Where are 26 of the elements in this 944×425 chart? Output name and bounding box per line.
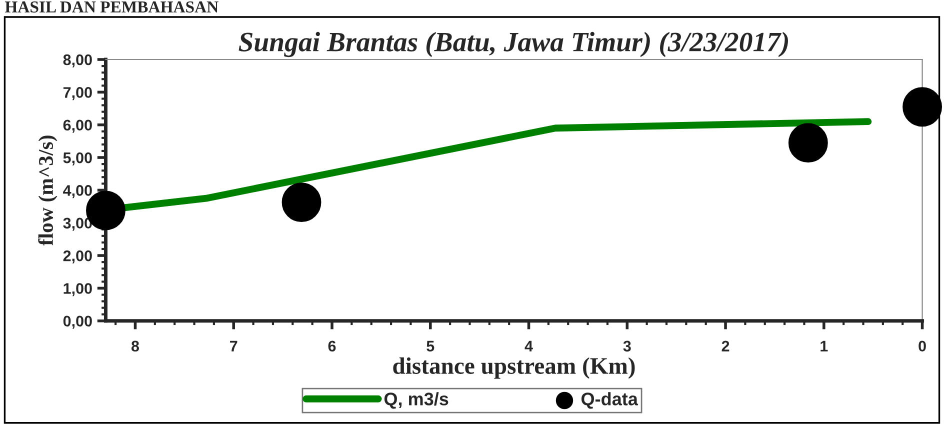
y-tick-label: 6,00 [63, 120, 92, 133]
y-tick-label: 2,00 [63, 250, 92, 264]
point [282, 182, 322, 222]
x-tick-label: 7 [230, 340, 238, 352]
x-tick-label: 6 [328, 340, 336, 352]
point [788, 123, 828, 163]
text: HASIL DAN PEMBAHASAN [5, 1, 218, 13]
y-axis-title: flow (m^3/s) [38, 136, 58, 246]
x-axis-title: distance upstream (Km) [393, 357, 635, 379]
y-tick-label: 0,00 [63, 316, 92, 329]
x-tick-label: 2 [722, 340, 730, 352]
y-tick-label: 1,00 [64, 283, 92, 296]
y-tick-label: 7,00 [63, 87, 92, 100]
legend-label: Q, m3/s [384, 392, 448, 409]
y-tick-label: 5,00 [63, 152, 92, 166]
x-tick-label: 0 [918, 340, 926, 352]
chart-title: Sungai Brantas (Batu, Jawa Timur) (3/23/2017) [238, 32, 788, 58]
x-tick-label: 4 [524, 340, 533, 352]
x-tick-label: 3 [623, 340, 631, 352]
x-tick-label: 1 [820, 340, 828, 352]
x-tick-label: 8 [131, 340, 140, 352]
y-tick-label: 8,00 [63, 54, 92, 68]
legend-label: Q-data [581, 392, 638, 409]
point [902, 87, 942, 127]
y-tick-label: 4,00 [63, 185, 92, 198]
x-tick-label: 5 [426, 340, 434, 352]
